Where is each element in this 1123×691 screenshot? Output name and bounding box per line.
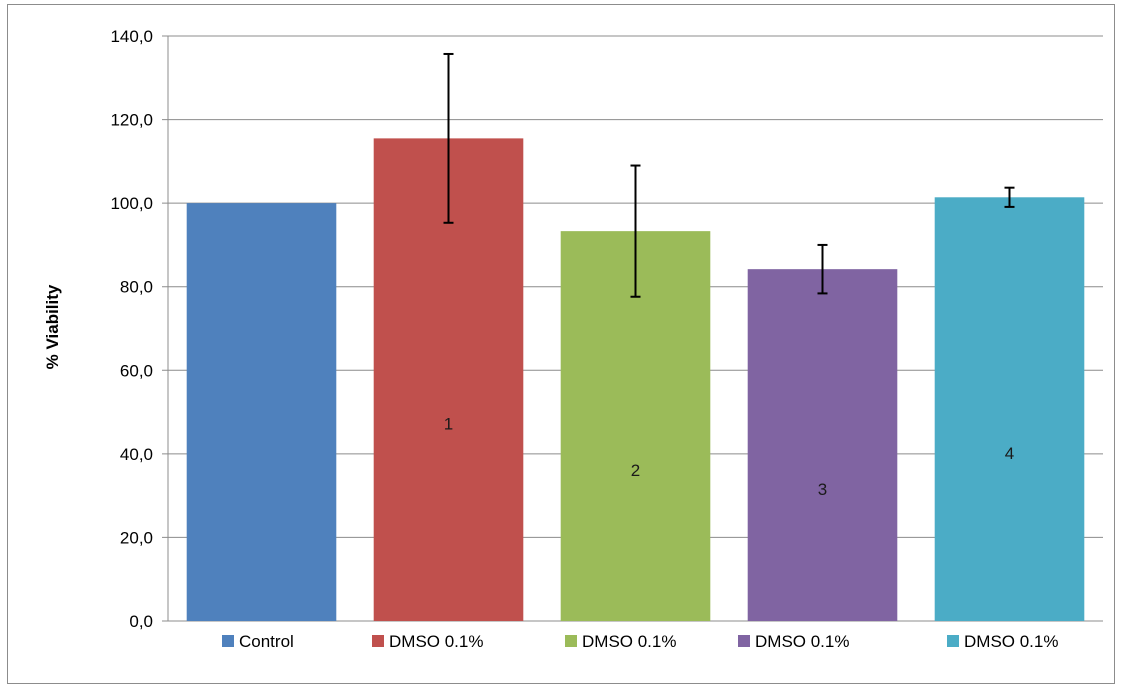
y-tick-label: 40,0 <box>120 445 153 464</box>
legend-swatch <box>372 635 384 647</box>
bar-data-label: 2 <box>631 461 640 480</box>
legend-swatch <box>565 635 577 647</box>
legend-swatch <box>947 635 959 647</box>
bar <box>747 269 898 621</box>
bar-data-label: 4 <box>1005 444 1014 463</box>
y-tick-label: 140,0 <box>110 27 153 46</box>
legend-swatch <box>222 635 234 647</box>
y-tick-label: 80,0 <box>120 278 153 297</box>
legend-label: Control <box>239 632 294 651</box>
legend-swatch <box>738 635 750 647</box>
legend-label: DMSO 0.1% <box>755 632 849 651</box>
bar <box>934 197 1085 622</box>
bar <box>186 203 337 621</box>
bar-data-label: 1 <box>444 415 453 434</box>
legend-label: DMSO 0.1% <box>389 632 483 651</box>
bar-data-label: 3 <box>818 480 827 499</box>
y-axis-ticks: 0,0 20,0 40,0 60,0 80,0 100,0 120,0 140,0 <box>110 27 153 631</box>
legend: Control DMSO 0.1% DMSO 0.1% DMSO 0.1% DMSO 0… <box>222 632 1058 651</box>
y-tick-label: 100,0 <box>110 194 153 213</box>
y-tick-label: 0,0 <box>129 612 153 631</box>
y-tick-label: 20,0 <box>120 528 153 547</box>
legend-label: DMSO 0.1% <box>582 632 676 651</box>
y-tick-label: 120,0 <box>110 111 153 130</box>
y-tick-label: 60,0 <box>120 361 153 380</box>
y-axis-title: % Viability <box>43 284 62 369</box>
error-bars <box>443 52 1015 298</box>
legend-label: DMSO 0.1% <box>964 632 1058 651</box>
bar-labels: 1 2 3 4 <box>444 415 1014 499</box>
